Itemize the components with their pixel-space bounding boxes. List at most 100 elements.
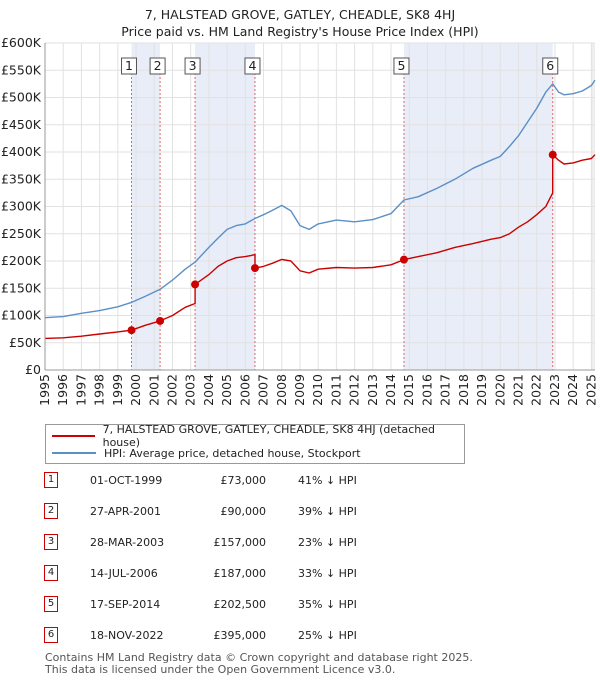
sale-number-badge: 4	[44, 565, 58, 581]
sale-price: £73,000	[220, 474, 267, 487]
sale-hpi-diff: 41% ↓ HPI	[298, 474, 357, 487]
y-tick-label: £600K	[1, 35, 42, 50]
y-tick-label: £500K	[1, 90, 42, 105]
sale-label-text: 5	[397, 58, 405, 73]
x-tick-label: 2025	[583, 374, 598, 406]
sale-markers	[127, 150, 557, 335]
x-tick-label: 1996	[55, 374, 70, 406]
sale-hpi-diff: 23% ↓ HPI	[298, 536, 357, 549]
sale-price: £157,000	[213, 536, 267, 549]
y-axis: £0 £50K £100K £150K £200K £250K £300K £350K £400…	[1, 35, 46, 377]
legend-item-price: 7, HALSTEAD GROVE, GATLEY, CHEADLE, SK8 …	[52, 423, 464, 449]
x-tick-label: 1997	[73, 374, 88, 406]
y-tick-label: £100K	[1, 308, 42, 323]
sale-hpi-diff: 33% ↓ HPI	[298, 567, 357, 580]
y-tick-label: £250K	[1, 226, 42, 241]
sale-label-text: 3	[189, 58, 197, 73]
sale-point	[399, 255, 408, 264]
sale-hpi-diff: 35% ↓ HPI	[298, 598, 357, 611]
y-tick-label: £550K	[1, 62, 42, 77]
y-tick-label: £300K	[1, 199, 42, 214]
x-tick-label: 2003	[183, 374, 198, 406]
x-tick-label: 2017	[438, 374, 453, 406]
legend-price-label: 7, HALSTEAD GROVE, GATLEY, CHEADLE, SK8 …	[102, 423, 435, 449]
title-line-1: 7, HALSTEAD GROVE, GATLEY, CHEADLE, SK8 …	[144, 7, 456, 22]
sale-label-text: 1	[125, 58, 133, 73]
x-tick-label: 2008	[274, 374, 289, 406]
x-tick-label: 2004	[201, 374, 216, 406]
x-tick-label: 2002	[164, 374, 179, 406]
sale-price: £187,000	[213, 567, 267, 580]
x-tick-label: 1995	[37, 374, 52, 406]
x-axis: 1995 1996 1997 1998 1999 2000 2001 2002 2003 2004…	[37, 369, 598, 406]
sale-number-badge: 3	[44, 534, 58, 550]
x-tick-label: 2019	[474, 374, 489, 406]
sale-label-text: 6	[546, 58, 554, 73]
legend: 7, HALSTEAD GROVE, GATLEY, CHEADLE, SK8 …	[45, 423, 465, 464]
sale-hpi-diff: 39% ↓ HPI	[298, 505, 357, 518]
title-line-2: Price paid vs. HM Land Registry's House …	[121, 24, 479, 39]
sale-row: 1 01-OCT-1999 £73,000 41% ↓ HPI	[44, 471, 464, 491]
x-tick-label: 2001	[146, 374, 161, 406]
sale-date: 28-MAR-2003	[90, 536, 165, 549]
footer: Contains HM Land Registry data © Crown c…	[45, 652, 473, 676]
x-tick-label: 2021	[511, 374, 526, 406]
sale-guide-lines	[131, 73, 554, 370]
sale-point	[191, 280, 200, 289]
x-tick-label: 2006	[237, 374, 252, 406]
sale-price: £202,500	[213, 598, 267, 611]
sale-number-badge: 5	[44, 596, 58, 612]
chart-title: 7, HALSTEAD GROVE, GATLEY, CHEADLE, SK8 …	[0, 6, 600, 40]
legend-price-swatch	[52, 435, 95, 437]
x-tick-label: 2024	[565, 374, 580, 406]
y-tick-label: £0	[25, 362, 41, 377]
sale-number-badge: 1	[44, 472, 58, 488]
sale-row: 3 28-MAR-2003 £157,000 23% ↓ HPI	[44, 533, 464, 553]
x-tick-label: 2022	[529, 374, 544, 406]
y-tick-label: £150K	[1, 280, 42, 295]
x-tick-label: 2012	[347, 374, 362, 406]
x-tick-label: 2023	[547, 374, 562, 406]
sale-date: 27-APR-2001	[90, 505, 162, 518]
x-tick-label: 2005	[219, 374, 234, 406]
sale-number-badge: 2	[44, 503, 58, 519]
legend-hpi-label: HPI: Average price, detached house, Stoc…	[104, 446, 361, 460]
x-tick-label: 2015	[401, 374, 416, 406]
y-tick-label: £350K	[1, 171, 42, 186]
sale-label-box	[244, 57, 261, 75]
sale-date: 18-NOV-2022	[90, 629, 164, 642]
sale-date: 14-JUL-2006	[90, 567, 158, 580]
sale-label-text: 2	[154, 58, 162, 73]
x-tick-label: 1998	[92, 374, 107, 406]
x-tick-label: 2014	[383, 374, 398, 406]
x-tick-label: 2011	[328, 374, 343, 406]
sale-date: 01-OCT-1999	[90, 474, 163, 487]
sale-label-box	[184, 57, 201, 75]
sale-label-box	[393, 57, 410, 75]
sale-point	[127, 326, 136, 335]
x-tick-label: 2009	[292, 374, 307, 406]
sale-label-boxes: 1 2 3 4 5 6	[121, 57, 559, 75]
sale-label-box	[542, 57, 559, 75]
sale-row: 5 17-SEP-2014 £202,500 35% ↓ HPI	[44, 595, 464, 615]
x-tick-label: 2010	[310, 374, 325, 406]
sale-point	[250, 264, 259, 273]
y-tick-label: £450K	[1, 117, 42, 132]
footer-line-2: This data is licensed under the Open Gov…	[45, 663, 396, 676]
x-tick-label: 2007	[256, 374, 271, 406]
x-tick-label: 2000	[128, 374, 143, 406]
sale-row: 4 14-JUL-2006 £187,000 33% ↓ HPI	[44, 564, 464, 584]
sale-number-badge: 6	[44, 627, 58, 643]
sale-hpi-diff: 25% ↓ HPI	[298, 629, 357, 642]
series-lines	[44, 79, 596, 340]
price-chart: 1 2 3 4 5 6 £0 £50K £100K £150K £200K £250K £300K £3…	[1, 35, 598, 406]
sale-label-box	[121, 57, 138, 75]
legend-item-hpi: HPI: Average price, detached house, Stoc…	[52, 445, 361, 461]
sale-row: 2 27-APR-2001 £90,000 39% ↓ HPI	[44, 502, 464, 522]
y-tick-label: £50K	[9, 335, 42, 350]
x-tick-label: 2013	[365, 374, 380, 406]
series-line	[44, 154, 596, 340]
x-tick-label: 2018	[456, 374, 471, 406]
footer-line-1: Contains HM Land Registry data © Crown c…	[45, 651, 473, 664]
x-tick-label: 2016	[419, 374, 434, 406]
